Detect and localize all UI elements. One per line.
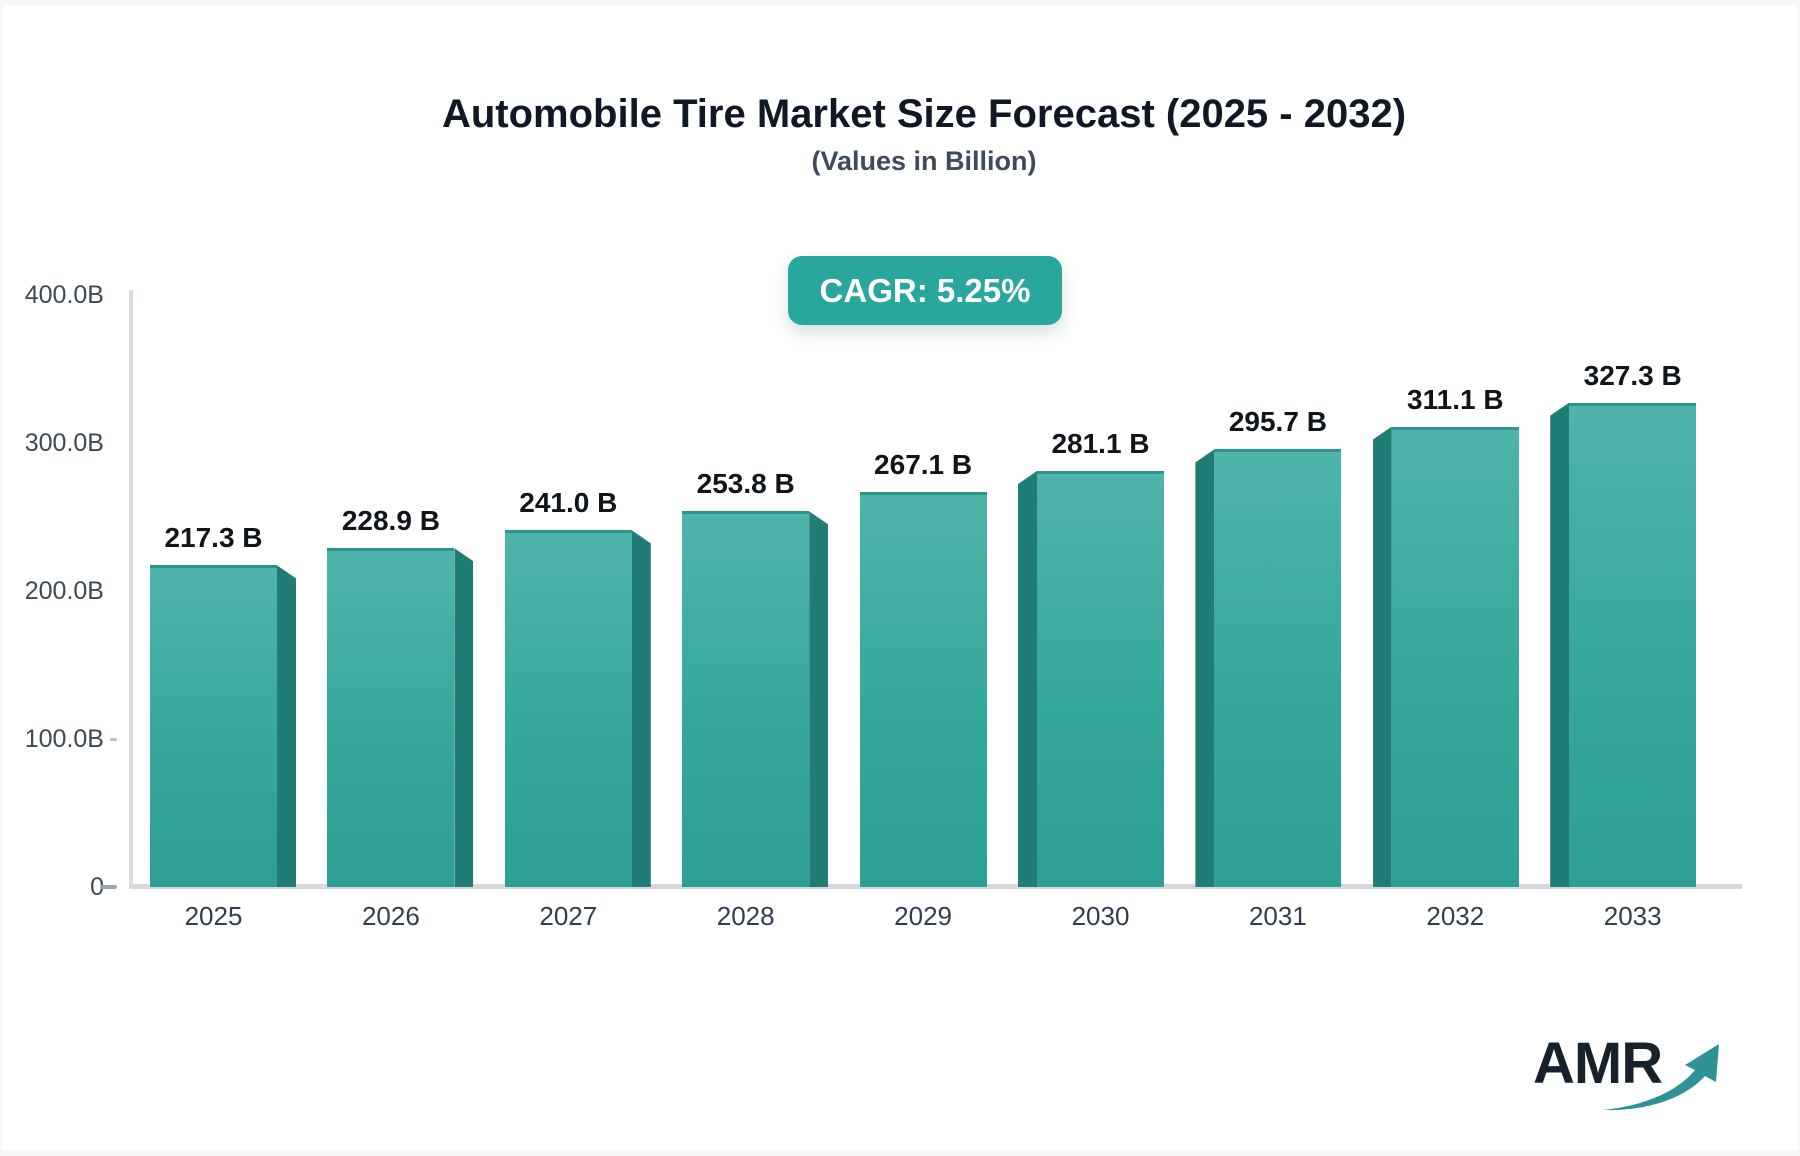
chart-subtitle: (Values in Billion) <box>811 146 1037 176</box>
bar-3d-side <box>277 565 296 887</box>
y-axis-tick-mark <box>110 737 117 741</box>
bar <box>1037 470 1164 887</box>
amr-logo-text: AMR <box>1533 1031 1663 1096</box>
logo-growth-arrow-icon <box>1603 1044 1719 1111</box>
bar <box>150 565 277 887</box>
y-axis-tick-mark <box>100 884 117 889</box>
bar-value-label: 267.1 B <box>874 448 973 480</box>
x-axis-label: 2026 <box>361 901 420 931</box>
chart-title: Automobile Tire Market Size Forecast (20… <box>441 92 1407 136</box>
page-edge-top <box>0 0 1800 5</box>
x-axis-label: 2028 <box>716 901 775 931</box>
x-axis-label: 2025 <box>184 901 243 931</box>
bar <box>327 548 455 887</box>
bar <box>859 491 987 887</box>
bar <box>504 530 632 887</box>
y-axis-tick-label: 200.0B <box>24 577 104 605</box>
x-axis-label: 2033 <box>1603 901 1662 931</box>
x-axis-label: 2031 <box>1248 901 1307 931</box>
y-axis-line <box>129 290 133 889</box>
y-axis-tick-label: 300.0B <box>24 429 104 457</box>
bar-value-label: 311.1 B <box>1407 383 1504 415</box>
cagr-badge: CAGR: 5.25% <box>788 256 1062 325</box>
bar-3d-side <box>454 548 474 887</box>
bar-3d-side <box>809 511 829 887</box>
x-axis-label: 2027 <box>539 901 598 931</box>
bar-value-label: 281.1 B <box>1051 427 1150 459</box>
bar-3d-side <box>1018 470 1037 887</box>
bar-value-label: 241.0 B <box>519 487 618 519</box>
bar-3d-side <box>1372 426 1392 887</box>
bar-value-label: 217.3 B <box>164 522 263 554</box>
bar-value-label: 327.3 B <box>1583 359 1682 391</box>
bar-value-label: 253.8 B <box>696 468 795 500</box>
bar <box>1569 402 1697 887</box>
bar-3d-side <box>1195 449 1215 887</box>
bar-value-label: 295.7 B <box>1228 406 1327 438</box>
page-edge-left <box>0 0 2 1156</box>
x-axis-label: 2032 <box>1426 901 1485 931</box>
y-axis-tick-label: 400.0B <box>24 281 104 309</box>
bar <box>1391 426 1519 887</box>
x-axis-label: 2030 <box>1071 901 1130 931</box>
y-axis-tick-label: 100.0B <box>24 725 104 753</box>
page-edge-bottom <box>0 1150 1800 1156</box>
bar-3d-side <box>631 530 651 887</box>
x-axis-label: 2029 <box>894 901 953 931</box>
bar-3d-side <box>1550 402 1570 887</box>
bar <box>1214 449 1342 887</box>
page-edge-right <box>1798 0 1800 1156</box>
bar-value-label: 228.9 B <box>341 505 440 537</box>
y-axis-tick-label: 0 <box>90 873 104 901</box>
amr-logo: AMR <box>1533 1030 1753 1120</box>
bar <box>682 511 810 887</box>
